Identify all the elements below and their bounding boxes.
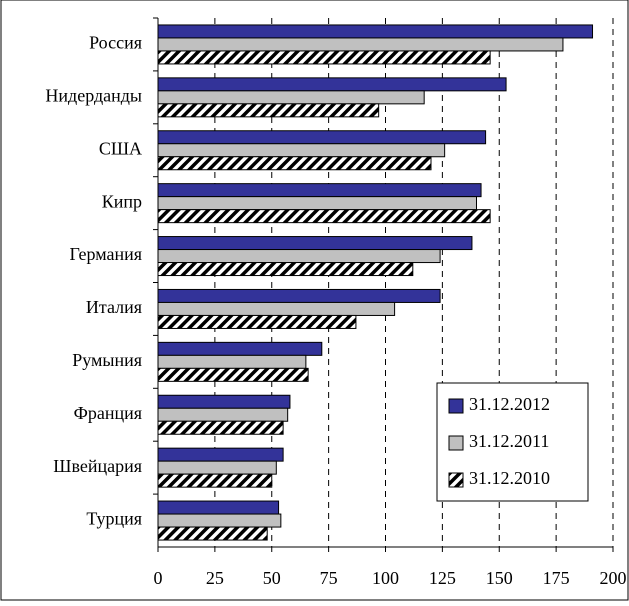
bar xyxy=(157,143,446,158)
x-tick-label: 100 xyxy=(372,568,399,588)
y-tick-label: Швейцария xyxy=(53,456,142,476)
y-tick-label: Кипр xyxy=(102,191,142,211)
legend-swatch xyxy=(448,435,464,451)
bar xyxy=(157,249,441,264)
bar xyxy=(157,367,309,382)
bar xyxy=(157,354,307,369)
y-tick-label: США xyxy=(99,138,142,158)
bar xyxy=(157,236,473,251)
bar xyxy=(157,24,594,39)
bar xyxy=(157,473,273,488)
bar xyxy=(157,407,289,422)
y-tick-label: Германия xyxy=(69,244,142,264)
bar xyxy=(157,314,357,329)
x-tick-label: 25 xyxy=(206,568,224,588)
bar xyxy=(157,513,282,528)
bar xyxy=(157,50,491,65)
y-tick-label: Нидерданды xyxy=(45,85,142,105)
bar xyxy=(157,262,414,277)
bar xyxy=(157,77,507,92)
x-tick-label: 200 xyxy=(600,568,627,588)
y-tick-label: Россия xyxy=(89,33,142,53)
bar xyxy=(157,196,477,211)
bar xyxy=(157,103,380,118)
bar xyxy=(157,500,280,515)
y-tick-label: Румыния xyxy=(72,350,142,370)
legend-label: 31.12.2012 xyxy=(469,394,550,414)
bar xyxy=(157,156,432,171)
bar xyxy=(157,301,396,316)
x-tick-label: 125 xyxy=(429,568,456,588)
bar xyxy=(157,394,291,409)
bar xyxy=(157,37,564,52)
x-tick-label: 175 xyxy=(543,568,570,588)
y-tick-label: Италия xyxy=(86,297,142,317)
legend-swatch xyxy=(448,472,464,488)
bar xyxy=(157,526,268,541)
y-tick-label: Турция xyxy=(86,509,142,529)
bar xyxy=(157,460,277,475)
bar xyxy=(157,447,284,462)
legend-label: 31.12.2011 xyxy=(469,431,549,451)
bar xyxy=(157,90,425,105)
bar xyxy=(157,209,491,224)
bar xyxy=(157,130,487,145)
x-tick-label: 0 xyxy=(154,568,163,588)
legend-swatch xyxy=(448,398,464,414)
bar xyxy=(157,420,284,435)
x-tick-label: 75 xyxy=(320,568,338,588)
x-tick-label: 150 xyxy=(486,568,513,588)
bar xyxy=(157,183,482,198)
legend-label: 31.12.2010 xyxy=(469,468,550,488)
bar xyxy=(157,341,323,356)
y-tick-label: Франция xyxy=(74,403,142,423)
bar xyxy=(157,288,441,303)
x-tick-label: 50 xyxy=(263,568,281,588)
